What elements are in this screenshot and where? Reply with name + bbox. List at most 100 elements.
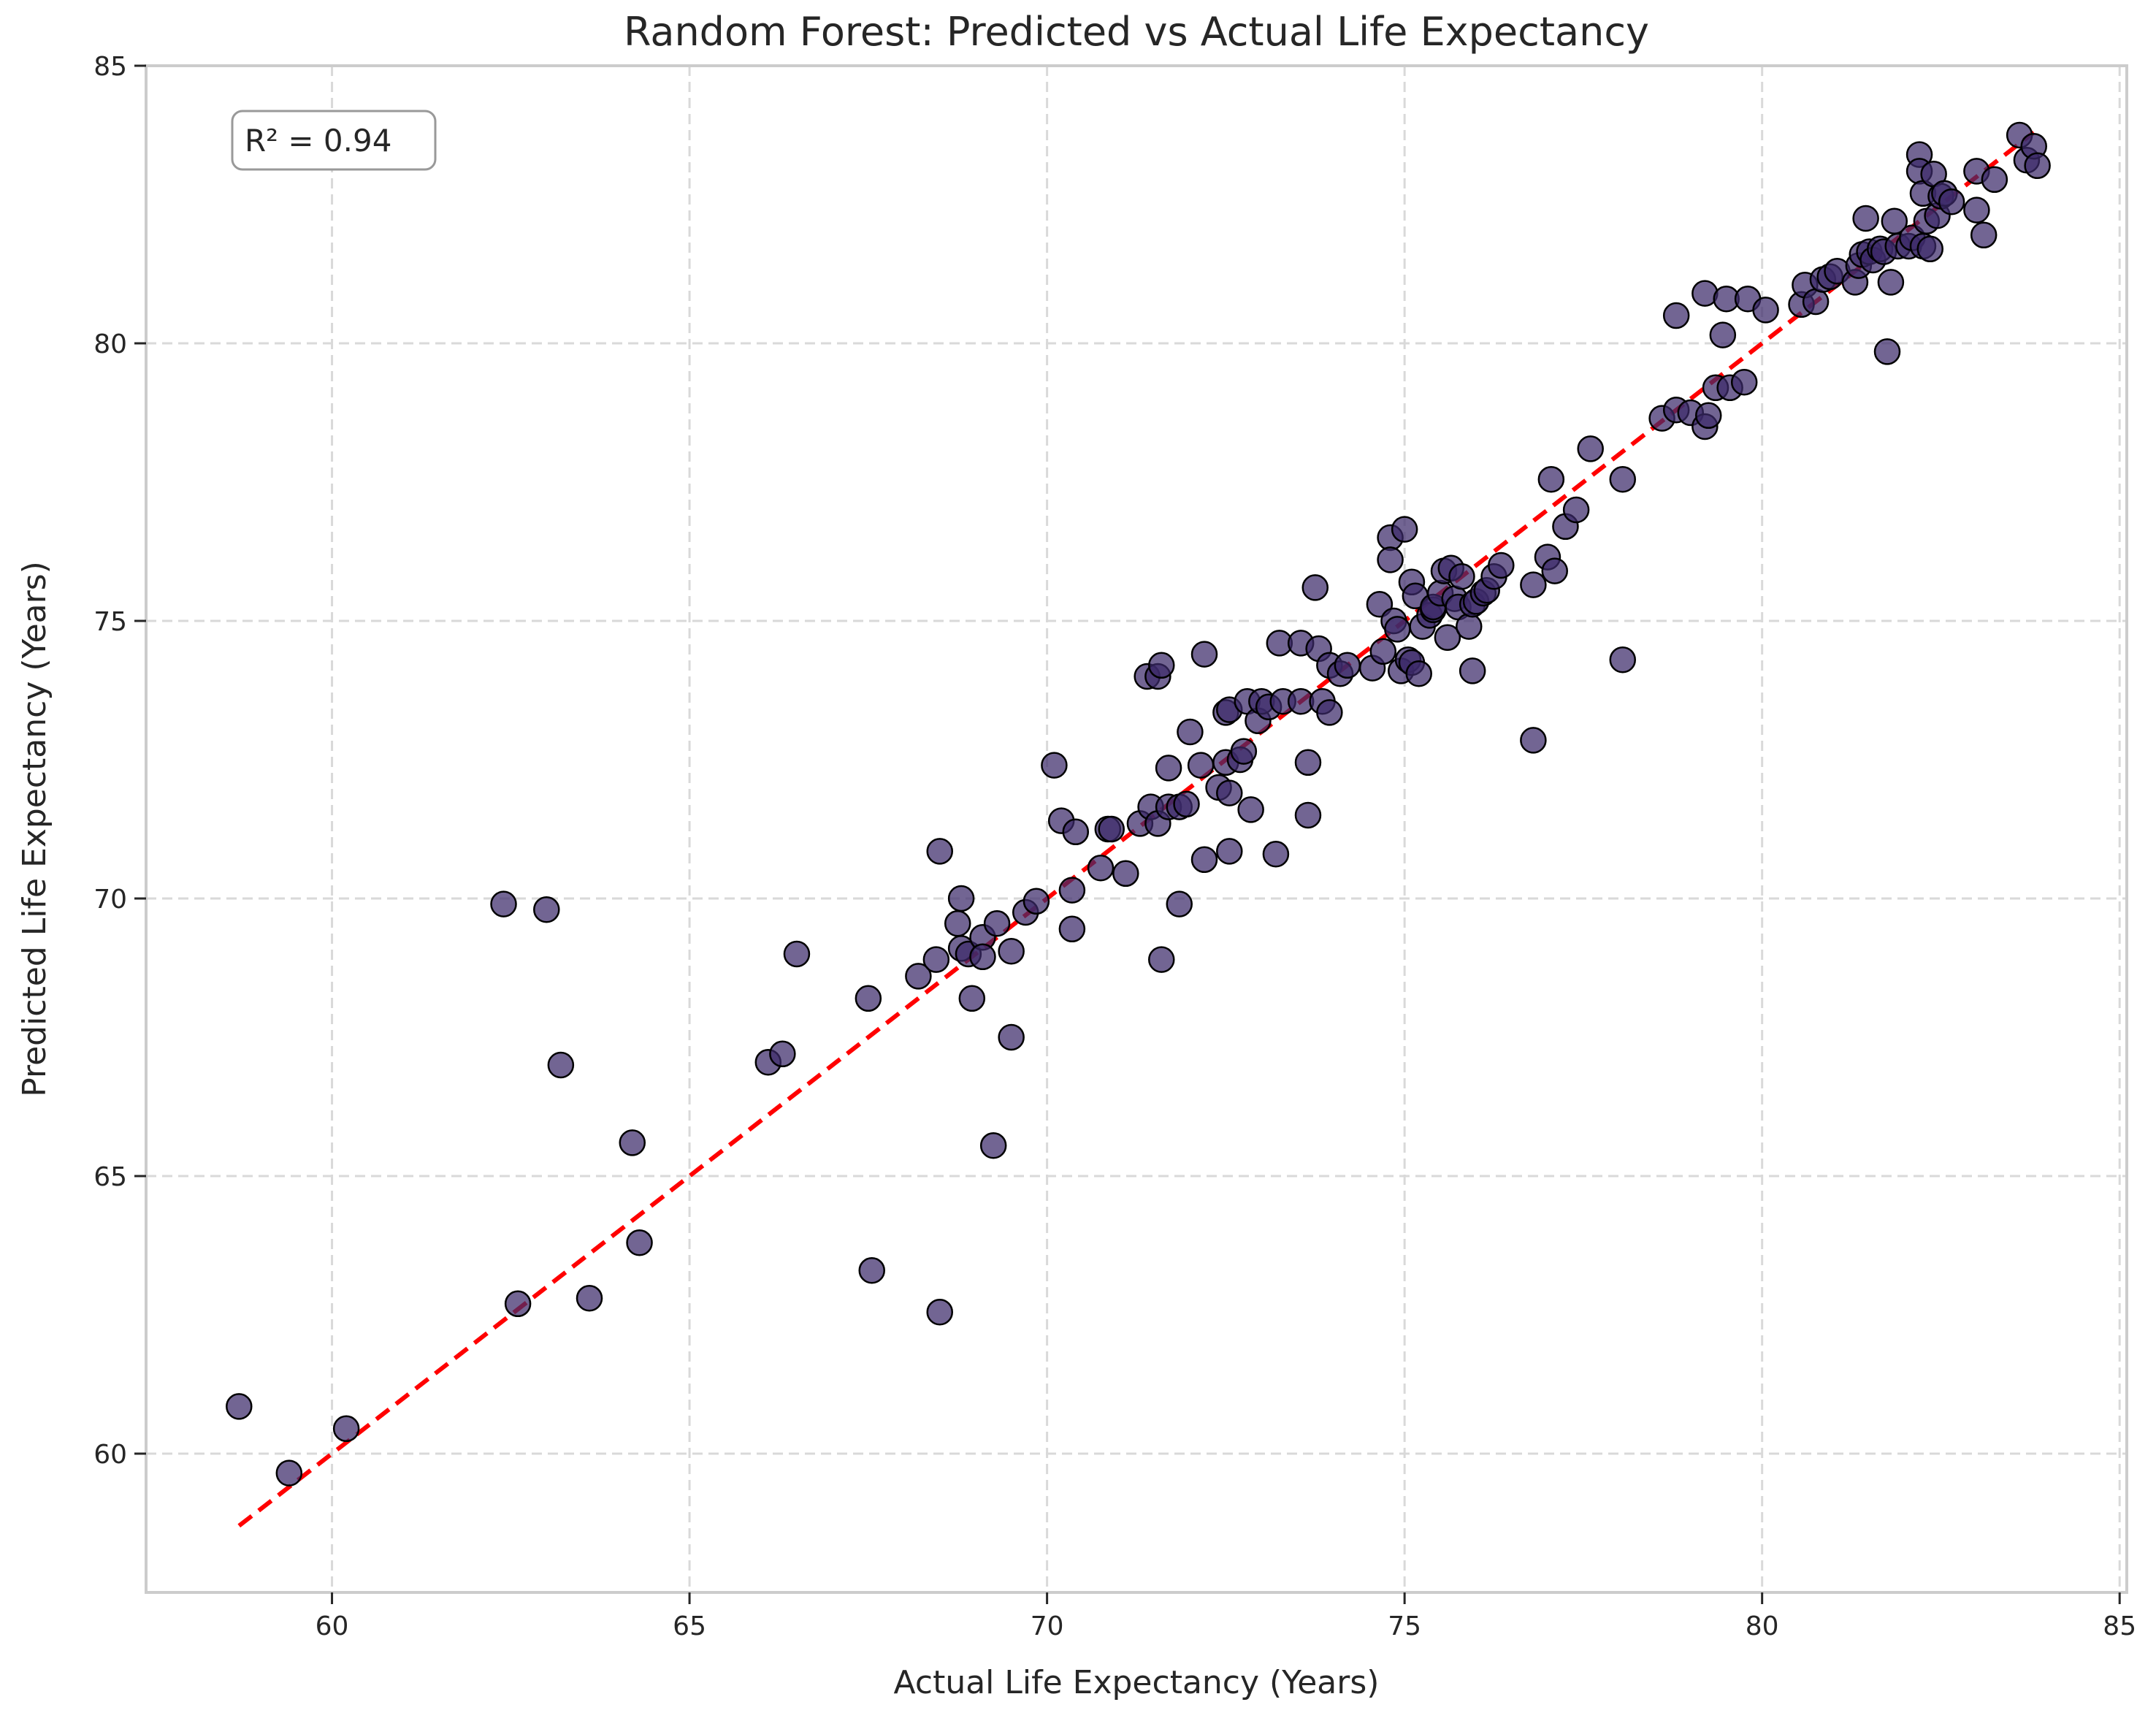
x-tick-label: 75 (1388, 1611, 1421, 1641)
data-point (1301, 574, 1329, 601)
data-point (969, 943, 996, 971)
data-point (1041, 752, 1068, 779)
annotation-text: R² = 0.94 (245, 123, 391, 159)
data-point (1216, 838, 1243, 865)
data-point (1405, 660, 1432, 687)
x-tick-label: 65 (673, 1611, 706, 1641)
data-point (1537, 465, 1565, 493)
data-point (226, 1393, 253, 1420)
data-point (332, 1415, 360, 1443)
data-point (1316, 699, 1343, 726)
annotation-box (231, 110, 437, 171)
data-point (926, 838, 954, 865)
data-point (922, 946, 950, 973)
data-point (1916, 235, 1944, 263)
data-point (504, 1290, 532, 1318)
data-point (1166, 890, 1193, 917)
data-point (1852, 205, 1879, 232)
data-point (958, 985, 986, 1012)
data-point (1334, 652, 1361, 679)
data-point (1230, 738, 1258, 765)
data-point (1662, 302, 1690, 329)
data-point (1434, 624, 1461, 652)
data-point (533, 896, 560, 923)
data-point (926, 1298, 954, 1326)
data-point (1520, 571, 1547, 598)
reference-line (237, 130, 2035, 1528)
data-point (576, 1284, 603, 1312)
data-point (1577, 435, 1604, 462)
data-point (490, 890, 517, 917)
x-axis-title: Actual Life Expectancy (Years) (894, 1664, 1380, 1701)
data-point (947, 885, 975, 912)
data-point (1098, 815, 1125, 843)
data-point (619, 1129, 646, 1156)
data-point (547, 1051, 575, 1079)
data-point (1877, 269, 1905, 296)
r-squared-annotation: R² = 0.94 (231, 110, 437, 171)
data-point (1187, 752, 1215, 779)
data-point (1981, 166, 2008, 194)
data-point (858, 1256, 885, 1284)
reference-line-group (237, 130, 2035, 1528)
data-point (1391, 516, 1418, 543)
y-tick-label: 85 (93, 52, 127, 82)
data-point (1022, 888, 1050, 915)
y-tick-label: 75 (93, 607, 127, 637)
data-point (1384, 616, 1411, 643)
x-tick-label: 70 (1031, 1611, 1064, 1641)
data-point (1488, 552, 1515, 579)
data-point (855, 985, 882, 1012)
data-point (1058, 877, 1086, 904)
data-point (1520, 727, 1547, 754)
data-point (1148, 652, 1175, 679)
x-tick-label: 60 (316, 1611, 349, 1641)
data-point (983, 909, 1011, 937)
data-point (998, 937, 1025, 965)
data-point (1970, 221, 1998, 249)
x-tick-label: 85 (2103, 1611, 2136, 1641)
data-point (1541, 557, 1569, 584)
data-point (1112, 860, 1139, 888)
data-point (1294, 749, 1322, 776)
data-point (1369, 638, 1397, 665)
data-point (2024, 152, 2051, 180)
chart-title: Random Forest: Predicted vs Actual Life … (624, 9, 1649, 55)
data-point (979, 1132, 1007, 1159)
data-point (1155, 755, 1182, 782)
data-point (783, 940, 811, 968)
data-point (1938, 188, 1965, 215)
data-point (998, 1023, 1025, 1051)
data-point (1873, 338, 1901, 365)
data-point (1448, 562, 1475, 590)
points-group (226, 121, 2051, 1487)
plot-frame (145, 64, 2128, 1594)
data-point (1377, 546, 1404, 573)
data-point (1058, 915, 1086, 943)
x-tick-label: 80 (1746, 1611, 1779, 1641)
data-point (1173, 790, 1200, 818)
y-tick-label: 60 (93, 1440, 127, 1470)
data-point (1609, 646, 1637, 673)
y-tick-label: 65 (93, 1162, 127, 1192)
data-point (905, 963, 932, 990)
data-point (1456, 613, 1483, 640)
y-tick-label: 80 (93, 329, 127, 359)
data-point (1963, 196, 1990, 224)
data-point (1752, 297, 1779, 324)
data-point (626, 1229, 653, 1256)
data-point (1148, 946, 1175, 973)
data-point (1459, 657, 1486, 684)
data-point (1177, 718, 1204, 746)
data-point (1562, 496, 1590, 524)
data-point (1730, 368, 1758, 396)
data-point (769, 1040, 796, 1068)
y-tick-label: 70 (93, 885, 127, 915)
y-axis-title: Predicted Life Expectancy (Years) (16, 561, 53, 1097)
data-point (275, 1459, 303, 1487)
grid (146, 64, 2127, 1592)
data-point (1190, 641, 1218, 668)
data-point (1237, 796, 1264, 823)
data-point (1694, 402, 1722, 430)
